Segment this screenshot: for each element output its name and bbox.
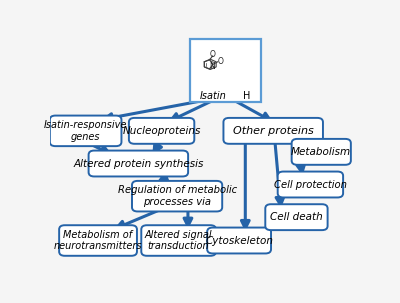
Text: N: N [209,62,215,71]
Text: Metabolism of
neurotransmitters: Metabolism of neurotransmitters [54,230,142,251]
Text: Cytoskeleton: Cytoskeleton [205,235,273,245]
FancyBboxPatch shape [190,39,261,102]
FancyBboxPatch shape [59,225,137,256]
FancyBboxPatch shape [132,181,222,211]
Text: Isatin: Isatin [199,91,226,101]
FancyBboxPatch shape [207,228,271,253]
FancyBboxPatch shape [88,151,188,176]
FancyBboxPatch shape [278,171,343,198]
Text: O: O [217,57,223,66]
FancyBboxPatch shape [292,139,351,165]
Text: Cell death: Cell death [270,212,323,222]
Text: Isatin-responsive
genes: Isatin-responsive genes [44,120,127,142]
Text: Nucleoproteins: Nucleoproteins [122,126,201,136]
Text: O: O [210,50,216,59]
FancyBboxPatch shape [50,115,122,146]
Text: Regulation of metabolic
processes via: Regulation of metabolic processes via [118,185,237,207]
FancyBboxPatch shape [141,225,216,256]
FancyBboxPatch shape [265,204,328,230]
Text: Altered signal
transduction: Altered signal transduction [145,230,212,251]
FancyBboxPatch shape [224,118,323,144]
FancyBboxPatch shape [129,118,194,144]
Text: Other proteins: Other proteins [233,126,314,136]
Text: Cell protection: Cell protection [274,179,347,189]
Text: Altered protein synthesis: Altered protein synthesis [73,158,204,168]
Text: H: H [243,91,250,101]
Text: Metabolism: Metabolism [291,147,351,157]
